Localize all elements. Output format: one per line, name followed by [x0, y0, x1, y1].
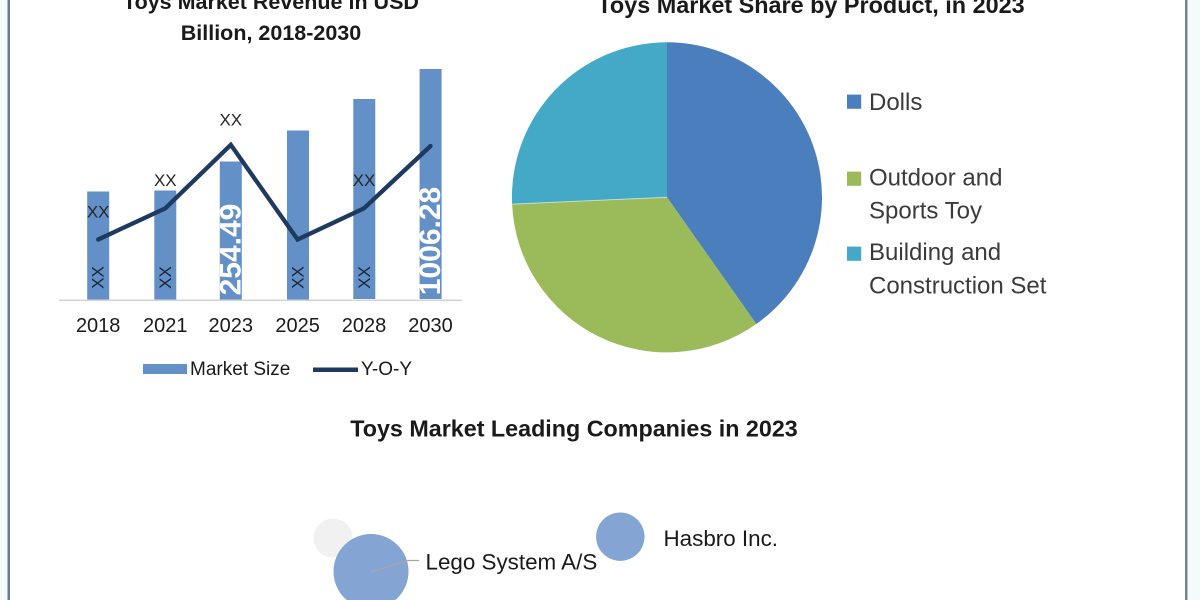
svg-text:XX: XX	[219, 110, 242, 129]
svg-text:2025: 2025	[275, 315, 320, 337]
svg-text:2028: 2028	[342, 315, 387, 337]
svg-text:Sports Toy: Sports Toy	[869, 198, 982, 225]
svg-text:Y-O-Y: Y-O-Y	[361, 359, 412, 380]
svg-text:XX: XX	[353, 171, 376, 190]
svg-text:Hasbro Inc.: Hasbro Inc.	[664, 526, 779, 551]
svg-text:Toys Market Leading Companies: Toys Market Leading Companies in 2023	[350, 416, 798, 442]
svg-text:2030: 2030	[408, 315, 453, 337]
svg-text:Billion, 2018-2030: Billion, 2018-2030	[181, 21, 361, 45]
svg-text:2021: 2021	[143, 315, 188, 337]
svg-text:XX: XX	[87, 203, 110, 222]
svg-text:2023: 2023	[209, 315, 254, 337]
svg-text:XX: XX	[289, 266, 308, 289]
svg-text:Toys Market Share by Product,: Toys Market Share by Product, in 2023	[597, 0, 1024, 18]
svg-text:2018: 2018	[76, 315, 121, 337]
svg-text:XX: XX	[156, 266, 175, 289]
svg-text:Building and: Building and	[869, 239, 1001, 266]
svg-text:Dolls: Dolls	[869, 89, 922, 116]
svg-text:Lego System A/S: Lego System A/S	[426, 550, 598, 575]
svg-text:254.49: 254.49	[214, 204, 247, 296]
svg-text:1006.28: 1006.28	[414, 187, 447, 295]
svg-text:Market Size: Market Size	[190, 359, 290, 380]
svg-text:Outdoor and: Outdoor and	[869, 165, 1002, 192]
svg-text:XX: XX	[154, 171, 177, 190]
svg-text:Toys Market Revenue in USD: Toys Market Revenue in USD	[123, 0, 419, 14]
svg-text:Construction Set: Construction Set	[869, 272, 1047, 299]
svg-text:XX: XX	[89, 266, 108, 289]
svg-text:XX: XX	[355, 266, 374, 289]
